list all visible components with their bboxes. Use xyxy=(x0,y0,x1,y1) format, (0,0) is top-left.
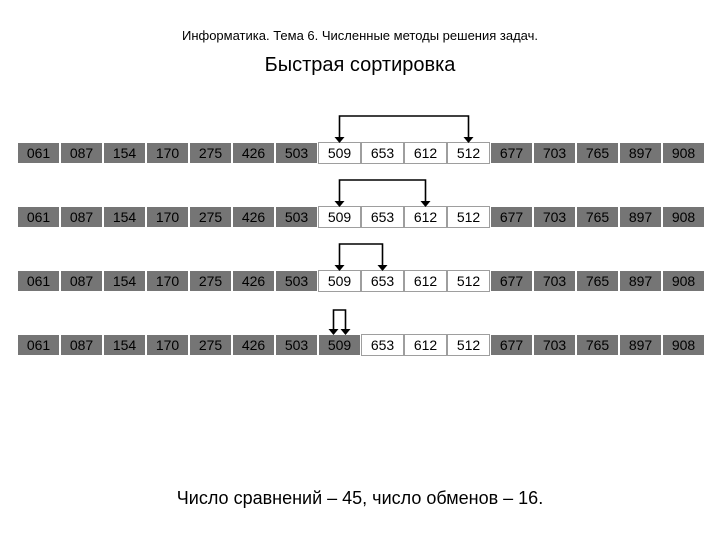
array-cell: 087 xyxy=(60,270,103,292)
array-cell: 509 xyxy=(318,142,361,164)
swap-arrow xyxy=(0,242,720,272)
array-cell: 653 xyxy=(361,206,404,228)
array-cell: 765 xyxy=(576,270,619,292)
array-cell: 908 xyxy=(662,334,705,356)
array-cell: 509 xyxy=(318,334,361,356)
array-cell: 612 xyxy=(404,334,447,356)
page-title: Быстрая сортировка xyxy=(0,54,720,77)
array-cell: 512 xyxy=(447,206,490,228)
array-cell: 154 xyxy=(103,270,146,292)
array-cell: 653 xyxy=(361,142,404,164)
array-cell: 154 xyxy=(103,334,146,356)
array-cell: 703 xyxy=(533,206,576,228)
array-cell: 677 xyxy=(490,334,533,356)
array-cell: 426 xyxy=(232,270,275,292)
array-cell: 703 xyxy=(533,142,576,164)
array-cell: 653 xyxy=(361,270,404,292)
array-cell: 503 xyxy=(275,206,318,228)
array-cell: 426 xyxy=(232,334,275,356)
array-cell: 170 xyxy=(146,206,189,228)
array-cell: 061 xyxy=(17,334,60,356)
array-cell: 170 xyxy=(146,334,189,356)
array-cell: 275 xyxy=(189,206,232,228)
array-cell: 512 xyxy=(447,270,490,292)
array-cell: 154 xyxy=(103,206,146,228)
array-cell: 503 xyxy=(275,334,318,356)
array-cell: 897 xyxy=(619,142,662,164)
array-cell: 503 xyxy=(275,142,318,164)
array-cell: 275 xyxy=(189,142,232,164)
array-cell: 426 xyxy=(232,142,275,164)
array-cell: 061 xyxy=(17,270,60,292)
page-supertitle: Информатика. Тема 6. Численные методы ре… xyxy=(0,28,720,43)
array-cell: 509 xyxy=(318,270,361,292)
array-cell: 677 xyxy=(490,270,533,292)
swap-arrow xyxy=(0,114,720,144)
array-cell: 275 xyxy=(189,270,232,292)
array-cell: 061 xyxy=(17,206,60,228)
array-cell: 908 xyxy=(662,270,705,292)
array-cell: 512 xyxy=(447,142,490,164)
array-cell: 503 xyxy=(275,270,318,292)
array-cell: 426 xyxy=(232,206,275,228)
swap-arrow xyxy=(0,178,720,208)
array-cell: 170 xyxy=(146,142,189,164)
array-cell: 677 xyxy=(490,206,533,228)
array-cell: 061 xyxy=(17,142,60,164)
array-cell: 897 xyxy=(619,270,662,292)
footer-text: Число сравнений – 45, число обменов – 16… xyxy=(0,488,720,509)
array-cell: 677 xyxy=(490,142,533,164)
swap-arrow xyxy=(0,308,720,336)
array-cell: 612 xyxy=(404,270,447,292)
array-cell: 170 xyxy=(146,270,189,292)
array-cell: 765 xyxy=(576,206,619,228)
array-cell: 765 xyxy=(576,334,619,356)
array-cell: 653 xyxy=(361,334,404,356)
array-cell: 275 xyxy=(189,334,232,356)
array-cell: 897 xyxy=(619,334,662,356)
array-cell: 612 xyxy=(404,142,447,164)
array-cell: 512 xyxy=(447,334,490,356)
array-cell: 087 xyxy=(60,334,103,356)
array-cell: 612 xyxy=(404,206,447,228)
array-row: 0610871541702754265035096536125126777037… xyxy=(17,270,705,292)
array-cell: 087 xyxy=(60,206,103,228)
array-cell: 154 xyxy=(103,142,146,164)
array-cell: 703 xyxy=(533,334,576,356)
array-cell: 087 xyxy=(60,142,103,164)
array-row: 0610871541702754265035096536125126777037… xyxy=(17,334,705,356)
array-cell: 703 xyxy=(533,270,576,292)
array-cell: 765 xyxy=(576,142,619,164)
array-cell: 509 xyxy=(318,206,361,228)
array-cell: 897 xyxy=(619,206,662,228)
array-cell: 908 xyxy=(662,142,705,164)
array-row: 0610871541702754265035096536125126777037… xyxy=(17,142,705,164)
array-row: 0610871541702754265035096536125126777037… xyxy=(17,206,705,228)
array-cell: 908 xyxy=(662,206,705,228)
